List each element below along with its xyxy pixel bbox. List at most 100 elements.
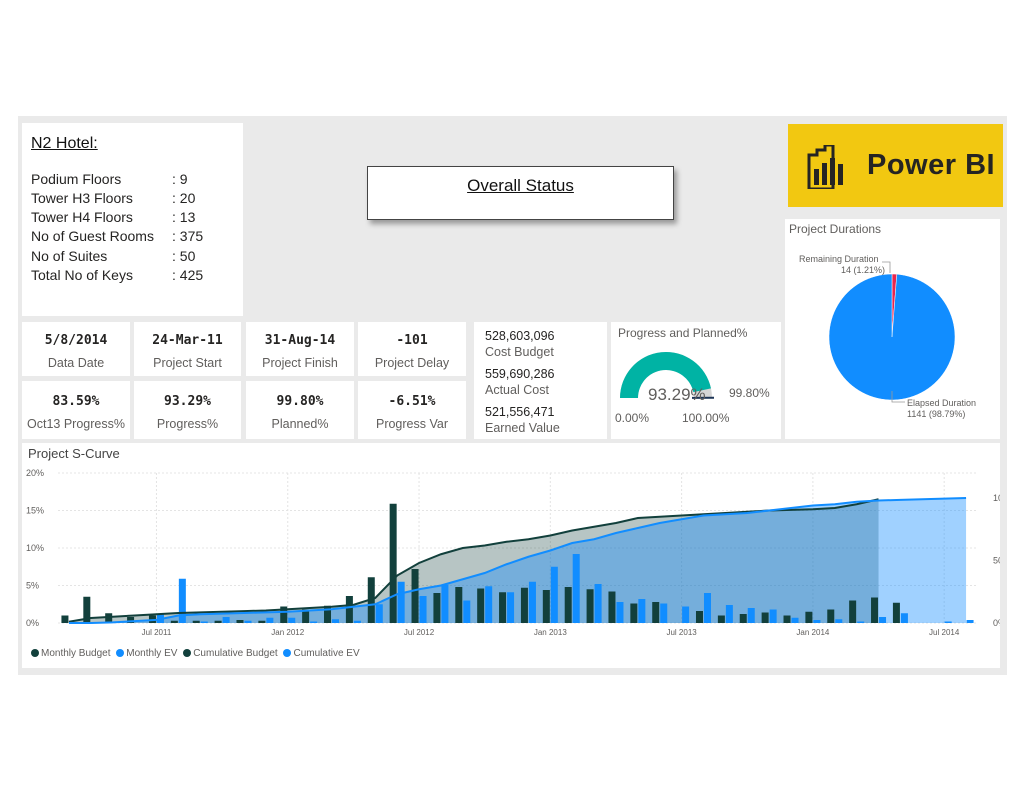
bar-monthly-budget[interactable]	[783, 615, 791, 624]
legend-cumulative-budget[interactable]: Cumulative Budget	[183, 648, 278, 659]
legend-cumulative-ev[interactable]: Cumulative EV	[283, 648, 360, 659]
bar-monthly-ev[interactable]	[222, 617, 230, 623]
bar-monthly-budget[interactable]	[542, 590, 550, 623]
bar-monthly-budget[interactable]	[302, 609, 310, 624]
kpi-caption: Progress Var	[375, 417, 448, 431]
bar-monthly-budget[interactable]	[192, 620, 200, 623]
kpi-project-start: 24-Mar-11 Project Start	[134, 322, 241, 376]
info-value: : 9	[172, 171, 188, 187]
cumulative-ev-line	[68, 497, 967, 624]
overall-status-label: Overall Status	[467, 176, 574, 195]
bar-monthly-budget[interactable]	[739, 614, 747, 623]
legend-monthly-ev[interactable]: Monthly EV	[116, 648, 177, 659]
bar-monthly-budget[interactable]	[871, 597, 879, 624]
bar-monthly-ev[interactable]	[682, 606, 690, 624]
info-value: : 375	[172, 228, 204, 244]
bar-monthly-ev[interactable]	[353, 620, 361, 623]
bar-monthly-ev[interactable]	[375, 604, 383, 623]
bar-monthly-ev[interactable]	[178, 578, 186, 623]
bar-monthly-ev[interactable]	[725, 605, 733, 623]
bar-monthly-ev[interactable]	[791, 617, 799, 623]
bar-monthly-budget[interactable]	[324, 605, 332, 623]
bar-monthly-ev[interactable]	[397, 581, 405, 623]
bar-monthly-budget[interactable]	[236, 620, 244, 623]
gauge-max-label: 100.00%	[682, 411, 730, 425]
bar-monthly-budget[interactable]	[61, 615, 69, 624]
x-tick-label: Jul 2014	[929, 628, 960, 637]
bar-monthly-budget[interactable]	[499, 592, 507, 623]
bar-monthly-ev[interactable]	[572, 554, 580, 623]
cumulative-budget-area	[68, 499, 879, 623]
bar-monthly-ev[interactable]	[616, 602, 624, 623]
pie-slice-elapsed[interactable]	[828, 273, 956, 401]
bar-monthly-ev[interactable]	[463, 600, 471, 624]
bar-monthly-budget[interactable]	[214, 620, 222, 623]
bar-monthly-ev[interactable]	[900, 613, 908, 623]
bar-monthly-ev[interactable]	[332, 619, 340, 623]
bar-monthly-budget[interactable]	[564, 587, 572, 623]
overall-status-box[interactable]: Overall Status	[367, 166, 674, 220]
bar-monthly-ev[interactable]	[813, 620, 821, 623]
bar-monthly-ev[interactable]	[485, 586, 493, 623]
bar-monthly-ev[interactable]	[200, 621, 208, 624]
bar-monthly-budget[interactable]	[83, 596, 91, 623]
bar-monthly-ev[interactable]	[747, 608, 755, 623]
kpi-project-finish: 31-Aug-14 Project Finish	[246, 322, 354, 376]
bar-monthly-ev[interactable]	[507, 592, 515, 623]
bar-monthly-ev[interactable]	[857, 621, 865, 624]
bar-monthly-budget[interactable]	[608, 591, 616, 624]
info-label: No of Suites	[31, 248, 108, 264]
bar-monthly-budget[interactable]	[695, 611, 703, 623]
bar-monthly-ev[interactable]	[528, 581, 536, 623]
bar-monthly-ev[interactable]	[594, 584, 602, 623]
bar-monthly-ev[interactable]	[266, 617, 274, 623]
bar-monthly-ev[interactable]	[288, 617, 296, 623]
x-tick-label: Jan 2013	[534, 628, 567, 637]
bar-monthly-budget[interactable]	[827, 609, 835, 624]
info-label: Total No of Keys	[31, 267, 133, 283]
scurve-chart: 0% 5% 10% 15% 20% 0% 50% 100% Jul 2011 Jan 2012 Ju…	[26, 468, 1000, 637]
bar-monthly-budget[interactable]	[170, 620, 178, 623]
legend-monthly-budget[interactable]: Monthly Budget	[31, 648, 111, 659]
bar-monthly-budget[interactable]	[849, 600, 857, 624]
bar-monthly-budget[interactable]	[477, 588, 485, 624]
bar-monthly-ev[interactable]	[879, 617, 887, 623]
bar-monthly-ev[interactable]	[966, 620, 974, 623]
info-row-suites: No of Suites: 50	[31, 248, 195, 264]
bar-monthly-budget[interactable]	[805, 611, 813, 623]
bar-monthly-ev[interactable]	[550, 566, 558, 623]
bar-monthly-budget[interactable]	[761, 612, 769, 624]
bar-monthly-budget[interactable]	[105, 613, 113, 623]
bar-monthly-budget[interactable]	[127, 617, 135, 623]
bar-monthly-budget[interactable]	[433, 593, 441, 623]
bar-monthly-budget[interactable]	[258, 620, 266, 623]
bar-monthly-budget[interactable]	[280, 606, 288, 624]
bar-monthly-budget[interactable]	[411, 569, 419, 623]
bar-monthly-budget[interactable]	[652, 602, 660, 623]
info-row-guest-rooms: No of Guest Rooms: 375	[31, 228, 203, 244]
bar-monthly-ev[interactable]	[835, 619, 843, 623]
earned-value-value: 521,556,471	[485, 405, 555, 419]
kpi-value: 93.29%	[164, 394, 211, 409]
info-value: : 425	[172, 267, 204, 283]
bar-monthly-ev[interactable]	[310, 621, 318, 624]
bar-monthly-budget[interactable]	[455, 587, 463, 623]
bar-monthly-ev[interactable]	[703, 593, 711, 623]
kpi-value: -6.51%	[388, 394, 436, 409]
bar-monthly-budget[interactable]	[520, 587, 528, 623]
bar-monthly-ev[interactable]	[244, 620, 252, 623]
bar-monthly-ev[interactable]	[944, 621, 952, 624]
kpi-value: 5/8/2014	[44, 333, 108, 348]
bar-monthly-ev[interactable]	[419, 596, 427, 623]
bar-monthly-budget[interactable]	[892, 602, 900, 623]
bar-monthly-budget[interactable]	[586, 589, 594, 623]
bar-monthly-ev[interactable]	[638, 599, 646, 623]
bar-monthly-ev[interactable]	[660, 603, 668, 624]
bar-monthly-budget[interactable]	[630, 603, 638, 624]
bar-monthly-ev[interactable]	[769, 609, 777, 624]
bar-monthly-budget[interactable]	[389, 503, 397, 623]
kpi-value: 31-Aug-14	[264, 333, 336, 348]
bar-monthly-ev[interactable]	[441, 584, 449, 623]
bar-monthly-budget[interactable]	[345, 596, 353, 623]
bar-monthly-budget[interactable]	[717, 615, 725, 624]
